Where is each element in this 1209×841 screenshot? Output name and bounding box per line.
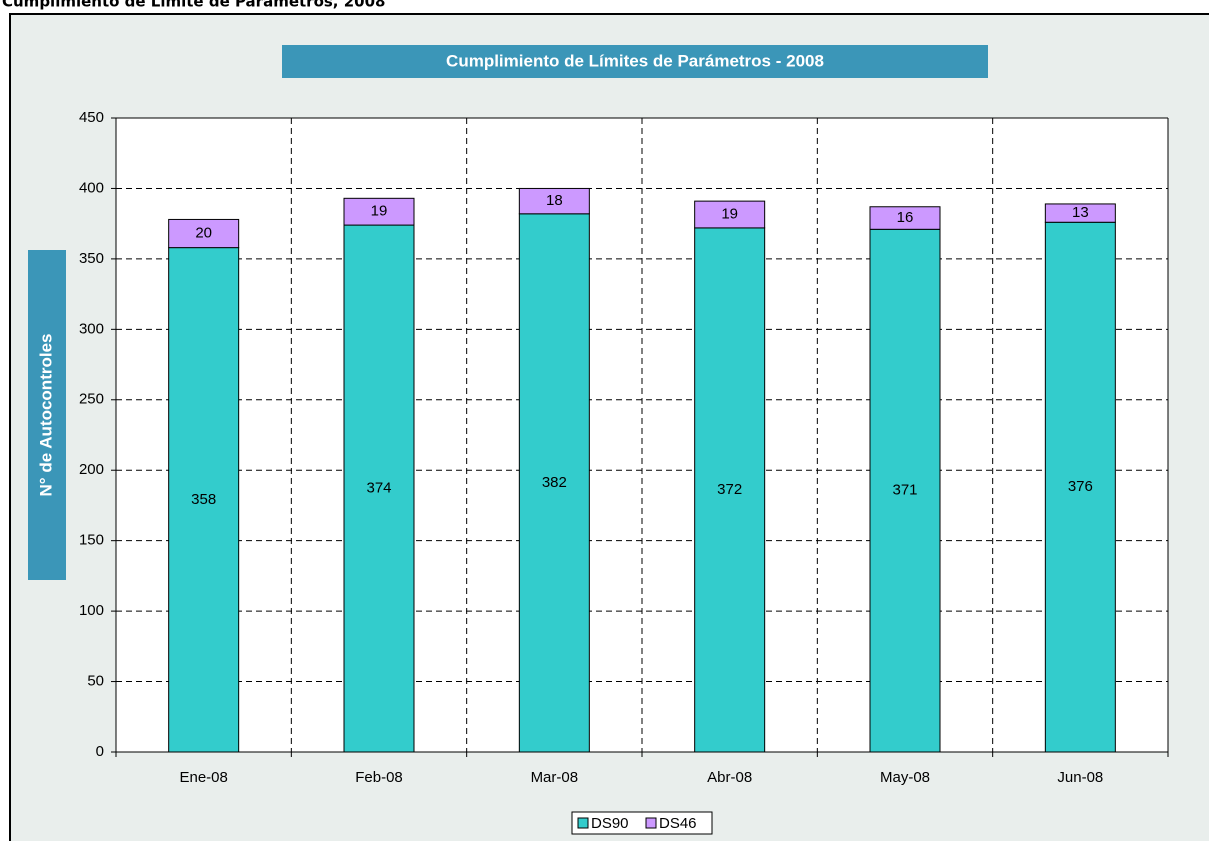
title-box [282, 45, 988, 78]
bar-segment [694, 227, 766, 753]
y-tick-label: 200 [79, 461, 104, 478]
chart-title: Cumplimiento de Límites de Parámetros - … [446, 51, 824, 70]
value-label: 13 [1072, 204, 1089, 221]
x-tick-label: Jun-08 [1057, 769, 1103, 786]
value-label: 16 [897, 209, 914, 226]
legend-label: DS90 [591, 815, 629, 832]
bar-segment [518, 213, 590, 753]
bar-segment [694, 200, 766, 229]
value-label: 376 [1068, 478, 1093, 495]
value-label: 382 [542, 474, 567, 491]
value-label: 20 [195, 224, 212, 241]
y-tick-label: 0 [96, 743, 104, 760]
y-tick-label: 250 [79, 391, 104, 408]
bar-segment [343, 224, 415, 753]
value-label: 18 [546, 192, 563, 209]
x-tick-label: Mar-08 [531, 769, 579, 786]
legend-swatch [645, 817, 657, 829]
bar-segment [168, 247, 240, 753]
x-tick-label: Ene-08 [179, 769, 227, 786]
y-tick-label: 300 [79, 320, 104, 337]
y-tick-label: 450 [79, 109, 104, 126]
y-tick-label: 50 [87, 673, 104, 690]
y-tick-label: 350 [79, 250, 104, 267]
bar-segment [1044, 203, 1116, 223]
bar-segment [343, 197, 415, 226]
value-label: 371 [892, 482, 917, 499]
ylabel-box [28, 250, 66, 580]
bar-segment [869, 206, 941, 230]
x-tick-label: May-08 [880, 769, 930, 786]
bar-segment [168, 218, 240, 249]
value-label: 19 [721, 205, 738, 222]
legend-label: DS46 [659, 815, 697, 832]
y-tick-label: 150 [79, 532, 104, 549]
x-tick-label: Abr-08 [707, 769, 752, 786]
legend-box [571, 811, 713, 835]
y-tick-label: 100 [79, 602, 104, 619]
value-label: 374 [366, 480, 391, 497]
y-tick-label: 400 [79, 179, 104, 196]
x-tick-label: Feb-08 [355, 769, 403, 786]
bar-segment [518, 187, 590, 215]
value-label: 372 [717, 481, 742, 498]
page-heading: Cumplimiento de Límite de Parámetros, 20… [2, 0, 385, 11]
bar-segment [869, 228, 941, 753]
value-label: 358 [191, 491, 216, 508]
bar-segment [1044, 221, 1116, 753]
y-axis-title: N° de Autocontroles [36, 334, 55, 497]
value-label: 19 [371, 203, 388, 220]
legend-swatch [577, 817, 589, 829]
